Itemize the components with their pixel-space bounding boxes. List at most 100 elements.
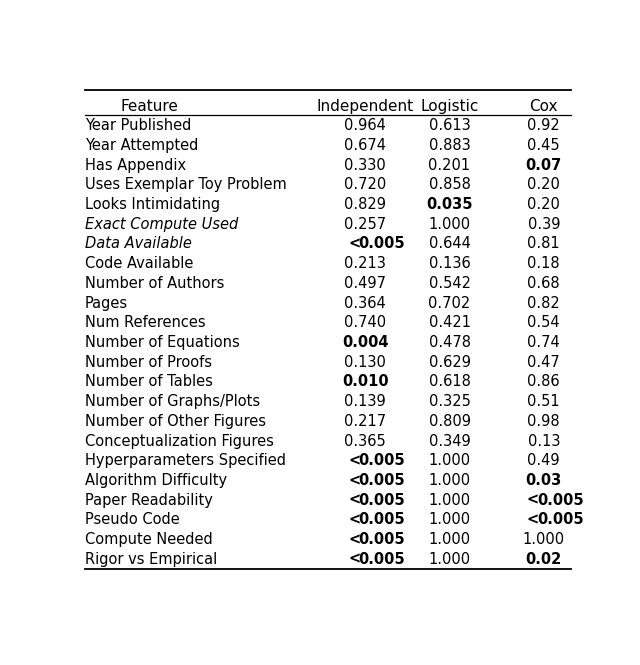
Text: 0.139: 0.139: [344, 394, 386, 409]
Text: 0.81: 0.81: [527, 237, 560, 251]
Text: Independent: Independent: [317, 99, 414, 114]
Text: Looks Intimidating: Looks Intimidating: [85, 197, 220, 212]
Text: 0.45: 0.45: [527, 138, 560, 153]
Text: Compute Needed: Compute Needed: [85, 532, 212, 547]
Text: 0.613: 0.613: [429, 118, 470, 133]
Text: 0.809: 0.809: [429, 414, 470, 429]
Text: 0.365: 0.365: [344, 434, 386, 449]
Text: 0.130: 0.130: [344, 354, 386, 370]
Text: 0.005: 0.005: [537, 493, 584, 507]
Text: Algorithm Difficulty: Algorithm Difficulty: [85, 473, 227, 488]
Text: 1.000: 1.000: [428, 473, 470, 488]
Text: 0.883: 0.883: [429, 138, 470, 153]
Text: Code Available: Code Available: [85, 256, 193, 271]
Text: Year Published: Year Published: [85, 118, 191, 133]
Text: 0.325: 0.325: [429, 394, 470, 409]
Text: 1.000: 1.000: [428, 552, 470, 567]
Text: 0.20: 0.20: [527, 178, 560, 192]
Text: Feature: Feature: [120, 99, 179, 114]
Text: 0.702: 0.702: [428, 295, 470, 311]
Text: 0.618: 0.618: [429, 374, 470, 390]
Text: 1.000: 1.000: [428, 532, 470, 547]
Text: 0.858: 0.858: [429, 178, 470, 192]
Text: 0.201: 0.201: [428, 158, 470, 173]
Text: 0.18: 0.18: [527, 256, 560, 271]
Text: <: <: [348, 513, 360, 527]
Text: Pseudo Code: Pseudo Code: [85, 513, 180, 527]
Text: Conceptualization Figures: Conceptualization Figures: [85, 434, 274, 449]
Text: 0.98: 0.98: [527, 414, 560, 429]
Text: Hyperparameters Specified: Hyperparameters Specified: [85, 454, 286, 468]
Text: 1.000: 1.000: [523, 532, 565, 547]
Text: Number of Proofs: Number of Proofs: [85, 354, 212, 370]
Text: 0.740: 0.740: [344, 315, 387, 331]
Text: Cox: Cox: [529, 99, 558, 114]
Text: 0.005: 0.005: [537, 513, 584, 527]
Text: 0.13: 0.13: [527, 434, 560, 449]
Text: 1.000: 1.000: [428, 513, 470, 527]
Text: 0.03: 0.03: [525, 473, 562, 488]
Text: 0.20: 0.20: [527, 197, 560, 212]
Text: <: <: [527, 493, 539, 507]
Text: 0.47: 0.47: [527, 354, 560, 370]
Text: Number of Tables: Number of Tables: [85, 374, 213, 390]
Text: 0.010: 0.010: [342, 374, 388, 390]
Text: 0.674: 0.674: [344, 138, 386, 153]
Text: Num References: Num References: [85, 315, 205, 331]
Text: Data Available: Data Available: [85, 237, 192, 251]
Text: 0.497: 0.497: [344, 276, 386, 291]
Text: 0.542: 0.542: [429, 276, 470, 291]
Text: Pages: Pages: [85, 295, 128, 311]
Text: Uses Exemplar Toy Problem: Uses Exemplar Toy Problem: [85, 178, 287, 192]
Text: 0.213: 0.213: [344, 256, 386, 271]
Text: Year Attempted: Year Attempted: [85, 138, 198, 153]
Text: 0.86: 0.86: [527, 374, 560, 390]
Text: <: <: [348, 237, 360, 251]
Text: 0.136: 0.136: [429, 256, 470, 271]
Text: 0.02: 0.02: [525, 552, 562, 567]
Text: 0.005: 0.005: [358, 552, 405, 567]
Text: Exact Compute Used: Exact Compute Used: [85, 217, 238, 231]
Text: 1.000: 1.000: [428, 454, 470, 468]
Text: 0.51: 0.51: [527, 394, 560, 409]
Text: 1.000: 1.000: [428, 493, 470, 507]
Text: <: <: [348, 532, 360, 547]
Text: 0.54: 0.54: [527, 315, 560, 331]
Text: 0.82: 0.82: [527, 295, 560, 311]
Text: 0.005: 0.005: [358, 237, 405, 251]
Text: Number of Graphs/Plots: Number of Graphs/Plots: [85, 394, 260, 409]
Text: 0.364: 0.364: [344, 295, 386, 311]
Text: 0.035: 0.035: [426, 197, 473, 212]
Text: 0.92: 0.92: [527, 118, 560, 133]
Text: 0.330: 0.330: [344, 158, 386, 173]
Text: 0.005: 0.005: [358, 473, 405, 488]
Text: Rigor vs Empirical: Rigor vs Empirical: [85, 552, 217, 567]
Text: 1.000: 1.000: [428, 217, 470, 231]
Text: 0.005: 0.005: [358, 493, 405, 507]
Text: 0.74: 0.74: [527, 335, 560, 350]
Text: <: <: [527, 513, 539, 527]
Text: 0.217: 0.217: [344, 414, 387, 429]
Text: 0.68: 0.68: [527, 276, 560, 291]
Text: 0.257: 0.257: [344, 217, 387, 231]
Text: Number of Equations: Number of Equations: [85, 335, 240, 350]
Text: Has Appendix: Has Appendix: [85, 158, 186, 173]
Text: 0.49: 0.49: [527, 454, 560, 468]
Text: 0.964: 0.964: [344, 118, 386, 133]
Text: 0.349: 0.349: [429, 434, 470, 449]
Text: Number of Other Figures: Number of Other Figures: [85, 414, 266, 429]
Text: Number of Authors: Number of Authors: [85, 276, 225, 291]
Text: 0.39: 0.39: [527, 217, 560, 231]
Text: 0.644: 0.644: [429, 237, 470, 251]
Text: 0.004: 0.004: [342, 335, 388, 350]
Text: 0.005: 0.005: [358, 532, 405, 547]
Text: 0.421: 0.421: [429, 315, 470, 331]
Text: 0.005: 0.005: [358, 513, 405, 527]
Text: 0.005: 0.005: [358, 454, 405, 468]
Text: <: <: [348, 493, 360, 507]
Text: Logistic: Logistic: [420, 99, 479, 114]
Text: 0.07: 0.07: [525, 158, 562, 173]
Text: <: <: [348, 552, 360, 567]
Text: <: <: [348, 454, 360, 468]
Text: <: <: [348, 473, 360, 488]
